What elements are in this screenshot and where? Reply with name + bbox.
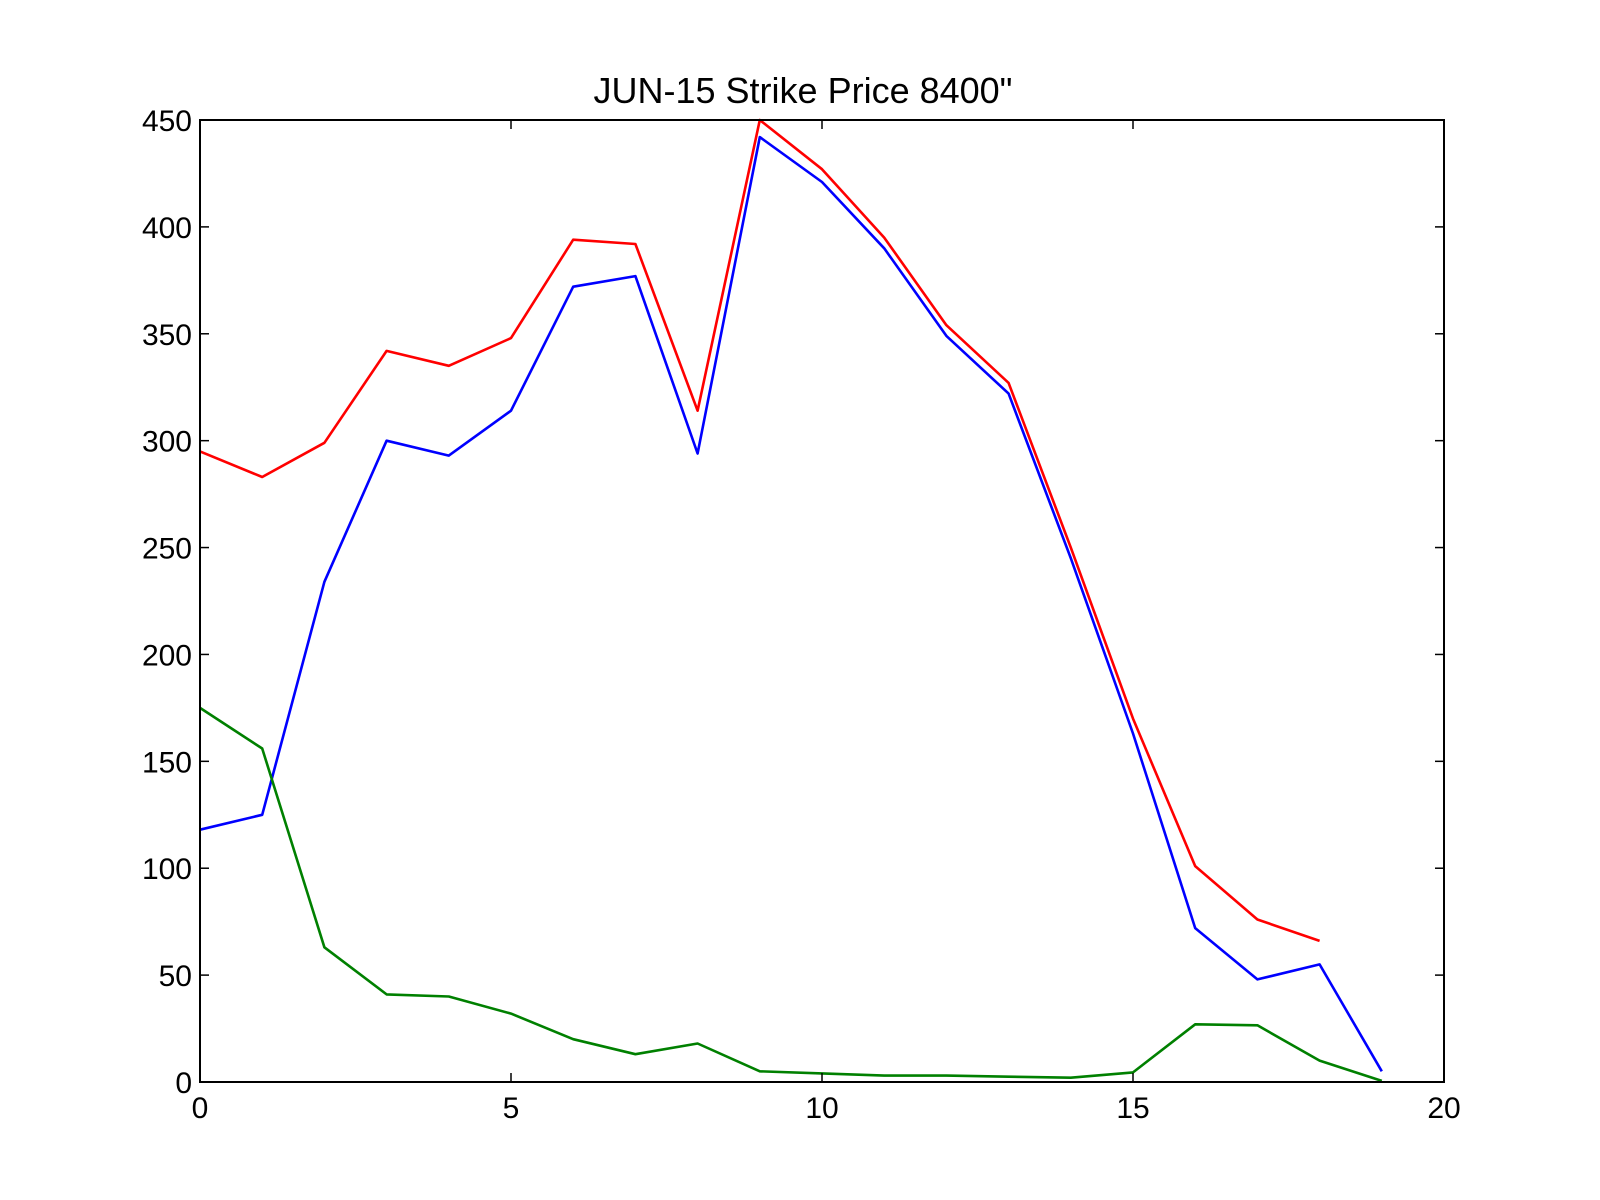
y-tick-label: 400 xyxy=(142,212,192,245)
series-layer xyxy=(199,118,1383,1083)
y-tick-label: 300 xyxy=(142,426,192,459)
y-tick-label: 200 xyxy=(142,639,192,672)
series-line-2 xyxy=(199,135,1383,1072)
y-tick-label: 250 xyxy=(142,533,192,566)
axis-ticks xyxy=(199,119,1445,1083)
y-tick-label: 0 xyxy=(175,1067,192,1100)
x-tick-label: 15 xyxy=(1116,1092,1149,1125)
x-tick-label: 5 xyxy=(503,1092,520,1125)
y-tick-label: 150 xyxy=(142,746,192,779)
series-line-3 xyxy=(199,706,1383,1083)
plot-frame xyxy=(199,119,1445,1083)
y-tick-label: 450 xyxy=(142,105,192,138)
x-tick-label: 10 xyxy=(805,1092,838,1125)
x-tick-label: 20 xyxy=(1427,1092,1460,1125)
y-tick-label: 50 xyxy=(159,960,192,993)
series-line-1 xyxy=(199,118,1321,943)
x-tick-label: 0 xyxy=(192,1092,209,1125)
y-tick-label: 350 xyxy=(142,319,192,352)
y-tick-label: 100 xyxy=(142,853,192,886)
chart-title: JUN-15 Strike Price 8400" xyxy=(594,70,1013,111)
